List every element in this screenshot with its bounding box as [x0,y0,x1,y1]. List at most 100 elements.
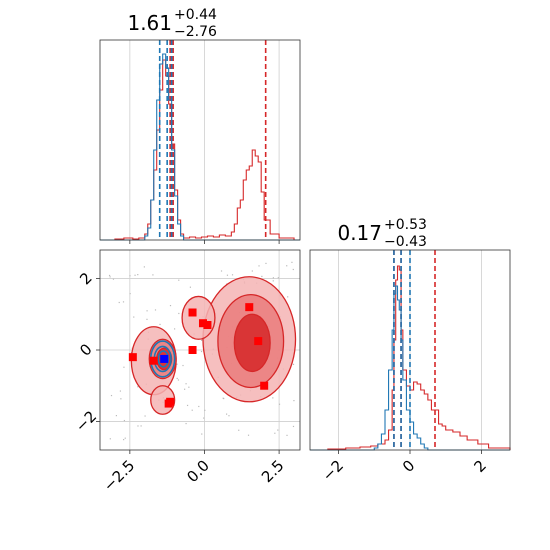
bottom-left-sample-dot [176,363,178,365]
bottom-left-sample-dot [123,439,125,441]
bottom-left-sample-dot [274,432,276,434]
bottom-left-sample-dot [140,425,142,427]
bottom-left-sample-dot [265,262,267,265]
bottom-left-red-marker-7 [203,321,212,329]
bottom-left-sample-dot [129,293,131,295]
bottom-left-sample-dot [129,275,131,277]
bottom-left-sample-dot [109,276,111,278]
bottom-left-red-marker-5 [188,346,197,354]
bottom-left-red-contour-6 [233,313,271,373]
bottom-left-sample-dot [144,415,146,417]
bottom-left-sample-dot [272,280,274,282]
bottom-left-sample-dot [203,417,205,419]
bottom-left-sample-dot [176,377,178,380]
bottom-left-sample-dot [115,415,118,417]
bottom-left-sample-dot [110,394,113,397]
bottom-left-blue-contour-2 [157,350,170,368]
bottom-left-sample-dot [124,437,126,439]
bottom-left-sample-dot [152,274,154,276]
bottom-left-sample-dot [184,388,186,390]
bottom-left-sample-dot [191,409,193,411]
bottom-left-sample-dot [228,415,230,417]
bottom-right-series-1-step [310,285,510,451]
top-left-frame [99,39,301,241]
bottom-left-sample-dot [185,383,187,385]
bottom-left-xtick-label-2: 2.5 [258,456,288,486]
bottom-right-panel: −2 0 2 [310,250,511,485]
bottom-left-sample-dot [291,261,293,263]
bottom-left-sample-dot [123,366,125,368]
bottom-left-sample-dot [146,310,148,312]
bottom-left-red-contour-3 [181,295,216,340]
bottom-left-red-marker-8 [245,303,254,312]
bottom-left-ytick-label-1: 0 [76,340,95,359]
bottom-left-ytick-label-2: 2 [76,269,95,288]
bottom-left-sample-dot [258,265,260,267]
bottom-left-ytick-label-0: −2 [72,407,100,435]
bottom-left-sample-dot [122,301,125,303]
bottom-left-sample-dot [123,419,126,422]
bottom-left-sample-dot [277,429,279,431]
bottom-left-sample-dot [120,398,122,400]
bottom-left-sample-dot [200,350,203,353]
bottom-left-sample-dot [177,379,180,381]
bottom-left-sample-dot [231,274,234,276]
bottom-left-sample-dot [223,397,225,400]
bottom-left-red-marker-1 [149,356,158,365]
bottom-left-sample-dot [261,275,263,278]
bottom-left-sample-dot [137,274,139,276]
top-left-panel [100,40,300,244]
bottom-left-sample-dot [118,301,120,304]
bottom-left-xtick-label-1: 0.0 [183,456,213,486]
bottom-left-sample-dot [146,318,148,320]
bottom-left-sample-dot [112,278,115,280]
bottom-left-sample-dot [178,312,180,315]
bottom-left-sample-dot [287,296,289,298]
bottom-right-xtick-label-2: 2 [470,456,489,475]
bottom-left-sample-dot [189,286,192,288]
bottom-left-sample-dot [225,413,228,415]
bottom-left-sample-dot [272,277,274,279]
bottom-left-sample-dot [186,404,189,407]
bottom-left-sample-dot [201,339,203,341]
bottom-left-sample-dot [185,422,187,425]
bottom-right-title: 0.17 +0.53−0.43 [337,217,426,250]
top-left-title-plus: +0.44 [174,7,217,23]
bottom-right-title-minus: −0.43 [384,234,427,250]
bottom-left-sample-dot [109,438,111,440]
bottom-left-sample-dot [178,279,180,281]
bottom-right-title-plus: +0.53 [384,217,427,233]
bottom-left-sample-dot [277,277,279,279]
bottom-left-sample-dot [272,397,274,399]
bottom-left-sample-dot [292,268,294,271]
bottom-left-sample-dot [119,390,122,392]
bottom-left-sample-dot [247,434,250,436]
bottom-left-sample-dot [143,266,145,268]
top-left-title-value: 1.61 [127,11,172,35]
bottom-left-sample-dot [108,274,111,277]
bottom-left-sample-dot [173,328,176,330]
bottom-left-xtick-label-0: −2.5 [100,456,138,494]
bottom-left-red-marker-6 [198,319,207,328]
bottom-left-sample-dot [204,409,206,411]
bottom-left-sample-dot [133,316,135,318]
bottom-left-sample-dot [293,399,295,402]
bottom-left-sample-dot [201,433,203,435]
bottom-left-sample-dot [198,405,200,408]
bottom-left-sample-dot [188,386,190,388]
bottom-left-sample-dot [286,265,288,267]
bottom-left-sample-dot [238,429,240,431]
bottom-left-red-marker-3 [166,397,175,406]
bottom-left-red-marker-9 [254,337,263,346]
bottom-left-sample-dot [137,425,139,427]
top-left-series-1-step [100,53,300,241]
bottom-left-sample-dot [292,363,295,366]
bottom-left-sample-dot [286,434,288,436]
top-left-title-minus: −2.76 [174,24,217,40]
bottom-right-title-value: 0.17 [337,221,382,245]
bottom-left-sample-dot [154,309,157,311]
bottom-left-blue-marker-0 [160,354,169,363]
bottom-left-frame [99,249,301,451]
bottom-left-red-marker-10 [260,381,269,390]
